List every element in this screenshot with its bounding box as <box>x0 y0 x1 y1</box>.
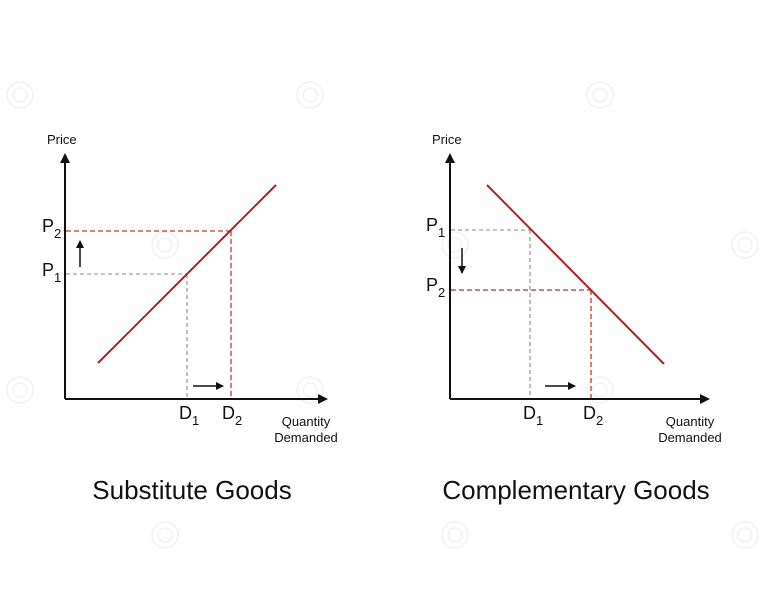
x-axis-label-line2: Demanded <box>658 430 722 445</box>
d-left-label: D1 <box>179 403 199 428</box>
d-right-label: D2 <box>583 403 603 428</box>
x-axis-label-line1: Quantity <box>666 414 715 429</box>
d-left-label: D1 <box>523 403 543 428</box>
demand-curve <box>486 184 665 365</box>
d-right-label: D2 <box>222 403 242 428</box>
demand-curve <box>97 184 277 364</box>
complementary-goods-panel: Price P1 P2 D1 D2 Quantity Demanded Comp… <box>426 132 722 505</box>
watermark-ring-icon <box>6 81 759 549</box>
panel-caption: Complementary Goods <box>442 475 709 505</box>
x-axis-label-line1: Quantity <box>282 414 331 429</box>
y-axis-label: Price <box>432 132 462 147</box>
p-low-label: P2 <box>426 275 445 300</box>
p-high-label: P2 <box>42 216 61 241</box>
panel-caption: Substitute Goods <box>92 475 291 505</box>
y-axis-label: Price <box>47 132 77 147</box>
substitute-goods-panel: Price P2 P1 D1 D2 Quantity Demanded Subs… <box>42 132 338 505</box>
p-low-label: P1 <box>42 260 61 285</box>
p-high-label: P1 <box>426 215 445 240</box>
x-axis-label-line2: Demanded <box>274 430 338 445</box>
